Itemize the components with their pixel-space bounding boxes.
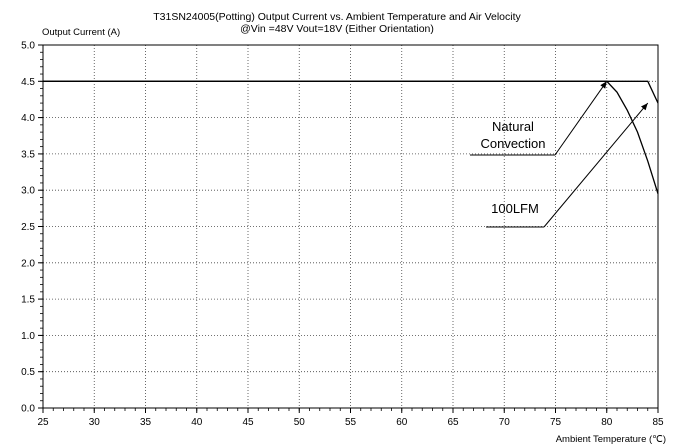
annotation-arrow bbox=[554, 81, 608, 156]
x-axis-label: Ambient Temperature (℃) bbox=[555, 434, 666, 445]
x-tick-label: 30 bbox=[89, 417, 101, 428]
y-tick-label: 0.0 bbox=[21, 404, 35, 415]
x-tick-label: 85 bbox=[652, 417, 664, 428]
y-tick-label: 1.0 bbox=[21, 331, 35, 342]
x-tick-label: 70 bbox=[499, 417, 511, 428]
x-tick-label: 50 bbox=[294, 417, 306, 428]
x-tick-label: 60 bbox=[396, 417, 408, 428]
x-tick-label: 65 bbox=[447, 417, 459, 428]
y-tick-label: 0.5 bbox=[21, 367, 35, 378]
y-tick-label: 2.0 bbox=[21, 258, 35, 269]
chart-title: T31SN24005(Potting) Output Current vs. A… bbox=[153, 11, 521, 23]
x-tick-label: 25 bbox=[37, 417, 49, 428]
plot-frame bbox=[42, 44, 659, 409]
x-tick-label: 40 bbox=[191, 417, 203, 428]
y-tick-label: 1.5 bbox=[21, 295, 35, 306]
annotation-arrow bbox=[543, 102, 649, 228]
series-line bbox=[43, 80, 659, 104]
chart-subtitle: @Vin =48V Vout=18V (Either Orientation) bbox=[240, 23, 434, 35]
annotation-label: Natural bbox=[492, 119, 534, 134]
x-tick-label: 55 bbox=[345, 417, 357, 428]
x-tick-label: 75 bbox=[550, 417, 562, 428]
y-tick-label: 2.5 bbox=[21, 222, 35, 233]
y-tick-label: 4.0 bbox=[21, 113, 35, 124]
y-tick-label: 4.5 bbox=[21, 77, 35, 88]
x-tick-label: 35 bbox=[140, 417, 152, 428]
annotation-label: 100LFM bbox=[491, 201, 539, 216]
y-axis-label: Output Current (A) bbox=[42, 27, 121, 38]
annotation-label: Convection bbox=[480, 136, 545, 151]
y-tick-label: 3.0 bbox=[21, 186, 35, 197]
y-tick-label: 5.0 bbox=[21, 41, 35, 52]
series-line bbox=[43, 80, 659, 194]
x-tick-label: 45 bbox=[242, 417, 254, 428]
y-tick-label: 3.5 bbox=[21, 149, 35, 160]
x-tick-label: 80 bbox=[601, 417, 613, 428]
